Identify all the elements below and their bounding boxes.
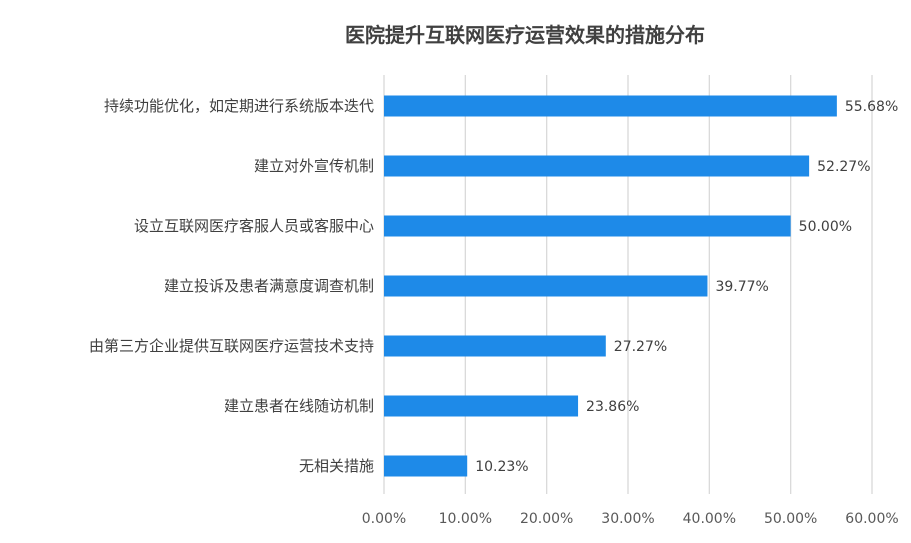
category-labels: 持续功能优化，如定期进行系统版本迭代建立对外宣传机制设立互联网医疗客服人员或客服… <box>89 97 374 475</box>
data-label: 23.86% <box>586 399 639 415</box>
bar <box>384 275 708 297</box>
bar <box>384 155 810 177</box>
bar <box>384 335 606 357</box>
x-tick-label: 10.00% <box>439 511 492 527</box>
bar <box>384 95 837 117</box>
data-label: 52.27% <box>817 159 870 175</box>
category-label: 由第三方企业提供互联网医疗运营技术支持 <box>89 337 374 355</box>
x-tick-label: 50.00% <box>764 511 817 527</box>
category-label: 无相关措施 <box>299 457 374 475</box>
category-label: 持续功能优化，如定期进行系统版本迭代 <box>104 97 374 115</box>
x-tick-label: 0.00% <box>362 511 406 527</box>
x-axis-ticks: 0.00% 10.00% 20.00% 30.00% 40.00% 50.00% 60.00… <box>362 511 899 527</box>
category-label: 设立互联网医疗客服人员或客服中心 <box>134 217 374 235</box>
bar <box>384 455 468 477</box>
x-tick-label: 20.00% <box>520 511 573 527</box>
x-tick-label: 60.00% <box>845 511 898 527</box>
bars <box>384 95 837 477</box>
bar <box>384 395 579 417</box>
bar <box>384 215 791 237</box>
chart-title: 医院提升互联网医疗运营效果的措施分布 <box>345 23 705 47</box>
x-tick-label: 30.00% <box>601 511 654 527</box>
data-label: 10.23% <box>475 459 528 475</box>
data-label: 39.77% <box>715 279 768 295</box>
category-label: 建立对外宣传机制 <box>254 157 374 175</box>
value-labels: 55.68% 52.27% 50.00% 39.77% 27.27% 23.86% 10.2… <box>475 99 898 475</box>
data-label: 50.00% <box>799 219 852 235</box>
data-label: 55.68% <box>845 99 898 115</box>
category-label: 建立患者在线随访机制 <box>224 397 374 415</box>
x-tick-label: 40.00% <box>683 511 736 527</box>
category-label: 建立投诉及患者满意度调查机制 <box>164 277 374 295</box>
data-label: 27.27% <box>614 339 667 355</box>
